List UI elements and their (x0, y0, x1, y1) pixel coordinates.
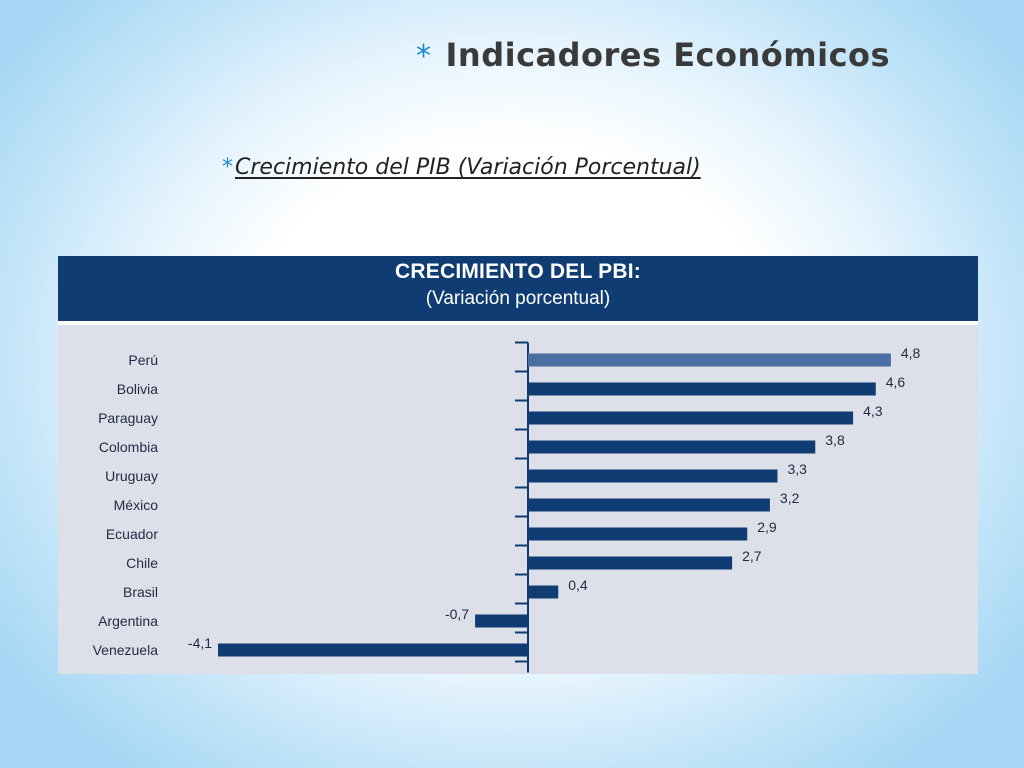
bar (475, 614, 528, 628)
chart-header: CRECIMIENTO DEL PBI: (Variación porcentu… (58, 256, 978, 321)
bar (528, 440, 816, 454)
category-label: Colombia (99, 439, 158, 455)
category-label: Ecuador (106, 526, 158, 542)
category-label: Argentina (98, 613, 158, 629)
category-label: Venezuela (93, 642, 159, 658)
bar (528, 498, 770, 512)
chart-subtitle: (Variación porcentual) (425, 288, 611, 309)
bar (528, 411, 854, 425)
bar (528, 527, 748, 541)
chart-panel: CRECIMIENTO DEL PBI: (Variación porcentu… (58, 256, 978, 674)
bullet-star: * (416, 39, 432, 74)
category-label: Brasil (123, 584, 158, 600)
data-label: -4,1 (188, 635, 212, 651)
category-label: Paraguay (98, 410, 158, 426)
bullet-star: * (222, 155, 233, 180)
data-label: -0,7 (445, 606, 469, 622)
slide-title-text: Indicadores Económicos (445, 36, 891, 74)
bar (528, 353, 891, 367)
slide-subtitle-text: Crecimiento del PIB (Variación Porcentua… (235, 155, 701, 180)
data-label: 2,7 (742, 548, 762, 564)
data-label: 4,6 (886, 374, 906, 390)
header-divider (58, 321, 978, 325)
bar (528, 585, 559, 599)
slide-title: * Indicadores Económicos (416, 36, 890, 74)
bar-chart: Perú 4,8 Bolivia 4,6 Paraguay 4,3 Colombia 3,8 U… (93, 341, 921, 673)
data-label: 4,8 (901, 345, 921, 361)
data-label: 4,3 (863, 403, 883, 419)
category-label: Uruguay (105, 468, 158, 484)
bar (528, 382, 876, 396)
data-label: 3,3 (787, 461, 807, 477)
data-label: 0,4 (568, 577, 588, 593)
category-label: Bolivia (117, 381, 158, 397)
data-label: 2,9 (757, 519, 777, 535)
data-label: 3,8 (825, 432, 845, 448)
chart-title: CRECIMIENTO DEL PBI: (395, 260, 641, 283)
bar (218, 643, 529, 657)
slide-subtitle: *Crecimiento del PIB (Variación Porcentu… (222, 155, 701, 180)
bar (528, 556, 733, 570)
data-label: 3,2 (780, 490, 800, 506)
category-label: Chile (126, 555, 158, 571)
category-label: Perú (128, 352, 158, 368)
bar (528, 469, 778, 483)
category-label: México (114, 497, 159, 513)
